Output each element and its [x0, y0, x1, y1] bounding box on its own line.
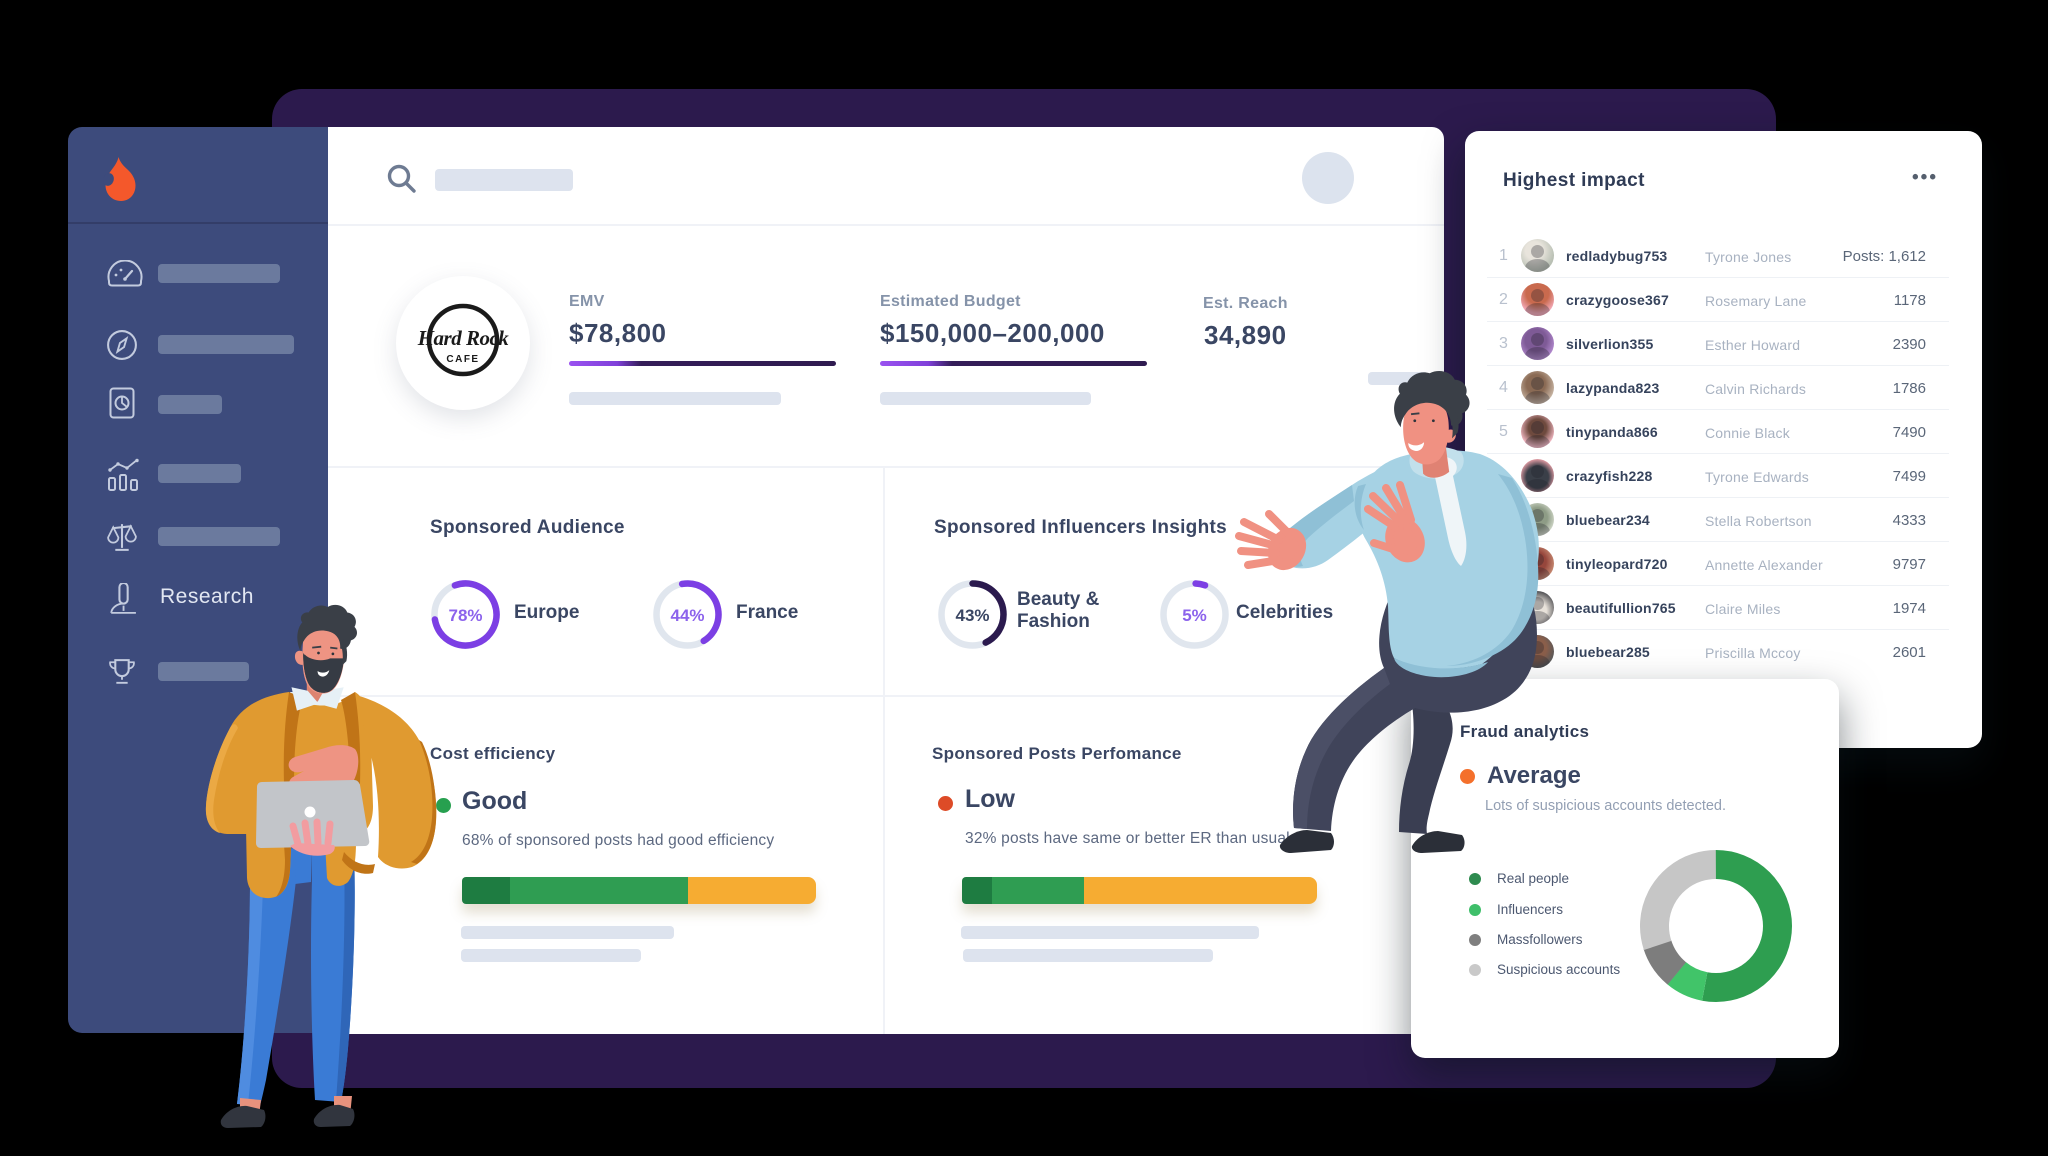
svg-text:78%: 78% — [448, 606, 482, 625]
svg-text:CAFE: CAFE — [446, 354, 479, 365]
svg-text:5%: 5% — [1182, 606, 1207, 625]
svg-text:44%: 44% — [670, 606, 704, 625]
svg-text:43%: 43% — [955, 606, 989, 625]
svg-text:Hard Rock: Hard Rock — [417, 326, 510, 350]
